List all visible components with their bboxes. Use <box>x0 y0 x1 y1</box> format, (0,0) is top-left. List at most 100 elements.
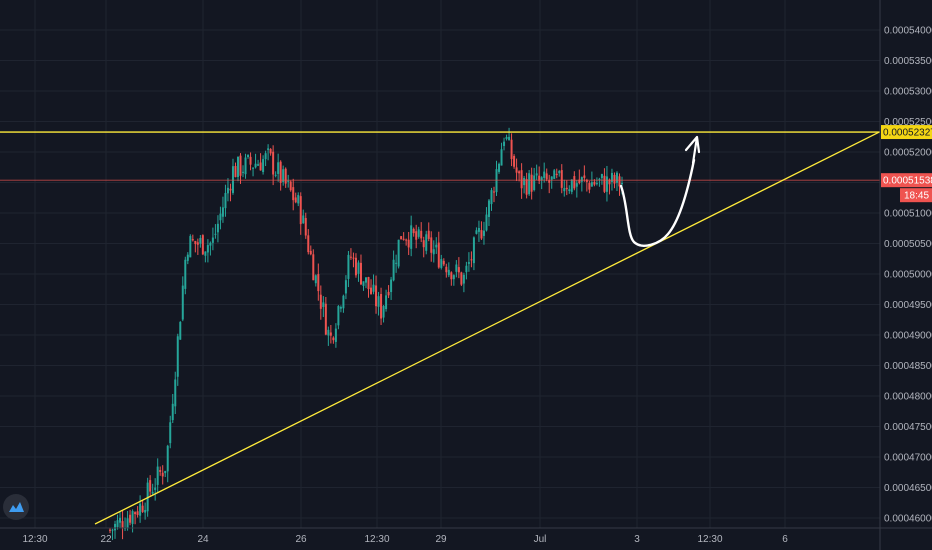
y-tick-label: 0.00052000 <box>884 148 932 159</box>
candle-body <box>339 307 342 309</box>
candle-body <box>465 265 468 273</box>
candle-body <box>528 173 531 195</box>
x-tick-label: 12:30 <box>697 534 722 545</box>
candle-body <box>442 260 445 265</box>
candle-body <box>206 245 209 253</box>
candle-body <box>510 139 513 160</box>
candle-body <box>447 269 450 276</box>
candle-body <box>131 511 134 524</box>
candle-body <box>407 239 410 248</box>
candle-body <box>480 230 483 239</box>
candle-body <box>420 230 423 239</box>
candle-body <box>279 161 282 183</box>
candle-body <box>422 240 425 248</box>
candle-body <box>367 277 370 290</box>
candle-body <box>445 266 448 273</box>
candle-body <box>432 249 435 255</box>
x-tick-label: 12:30 <box>22 534 47 545</box>
candle-body <box>440 259 443 268</box>
candle-body <box>485 214 488 231</box>
countdown-badge <box>900 188 932 203</box>
candle-body <box>191 239 194 241</box>
candle-body <box>570 179 573 192</box>
candle-body <box>621 183 623 185</box>
candle-body <box>319 294 322 309</box>
candle-body <box>114 523 117 531</box>
candle-body <box>415 231 418 240</box>
candle-body <box>284 168 287 184</box>
time-axis[interactable]: 12:30 22 24 26 12:30 29 Jul 3 12:30 6 <box>0 527 932 545</box>
candle-body <box>302 215 305 224</box>
candle-body <box>600 174 603 179</box>
candle-body <box>181 285 184 320</box>
candle-body <box>287 180 290 182</box>
candle-body <box>520 170 523 189</box>
candle-body <box>314 275 317 284</box>
y-tick-label: 0.00054000 <box>884 26 932 37</box>
candlesticks <box>109 127 623 541</box>
candle-body <box>201 235 204 255</box>
candle-body <box>119 517 122 523</box>
candle-body <box>395 262 398 264</box>
candle-body <box>553 170 556 179</box>
candle-body <box>189 236 192 258</box>
candle-body <box>237 156 239 177</box>
y-tick-label: 0.00048500 <box>884 361 932 372</box>
candle-body <box>460 272 463 285</box>
candle-body <box>615 172 618 183</box>
candle-body <box>412 228 415 234</box>
projection-curve <box>619 158 696 247</box>
candle-body <box>204 251 207 256</box>
candle-body <box>126 518 129 528</box>
grid-lines <box>0 0 880 528</box>
candle-body <box>560 170 563 188</box>
candle-body <box>482 230 485 236</box>
candle-body <box>518 171 521 174</box>
candle-body <box>405 239 408 241</box>
candle-body <box>605 176 608 192</box>
projection-arrow-head <box>684 135 701 165</box>
candle-body <box>196 242 199 245</box>
candle-body <box>262 159 265 173</box>
candle-body <box>269 149 272 154</box>
candle-body <box>359 262 362 285</box>
y-tick-label: 0.00047000 <box>884 453 932 464</box>
y-tick-label: 0.00053000 <box>884 87 932 98</box>
candle-body <box>169 422 172 444</box>
candle-body <box>146 482 149 512</box>
candle-body <box>382 306 385 318</box>
candle-body <box>332 337 335 341</box>
candle-body <box>166 445 169 472</box>
candle-body <box>179 321 182 340</box>
candle-body <box>575 183 578 187</box>
x-tick-label: 24 <box>197 534 209 545</box>
candle-body <box>282 169 285 183</box>
countdown-label: 18:45 <box>904 191 929 202</box>
candle-body <box>508 136 511 141</box>
candle-body <box>545 173 548 180</box>
candle-body <box>495 169 498 193</box>
candle-body <box>402 238 405 240</box>
logo-glyph <box>9 502 24 512</box>
candle-body <box>372 284 375 292</box>
candle-body <box>239 155 242 176</box>
candle-body <box>121 521 124 529</box>
candle-body <box>324 303 327 335</box>
candle-body <box>327 329 330 336</box>
candle-body <box>498 163 501 172</box>
candle-body <box>613 174 616 184</box>
candle-body <box>352 257 355 259</box>
y-tick-label: 0.00049000 <box>884 331 932 342</box>
candle-body <box>259 162 262 171</box>
y-tick-label: 0.00047500 <box>884 422 932 433</box>
candle-body <box>452 275 455 280</box>
candle-body <box>490 190 493 205</box>
candle-body <box>475 230 478 234</box>
candle-body <box>583 175 586 178</box>
y-tick-label: 0.00053500 <box>884 56 932 67</box>
candle-body <box>141 505 144 512</box>
tradingview-cloud-icon[interactable] <box>3 494 29 520</box>
candle-body <box>242 171 245 173</box>
logo-circle[interactable] <box>3 494 29 520</box>
